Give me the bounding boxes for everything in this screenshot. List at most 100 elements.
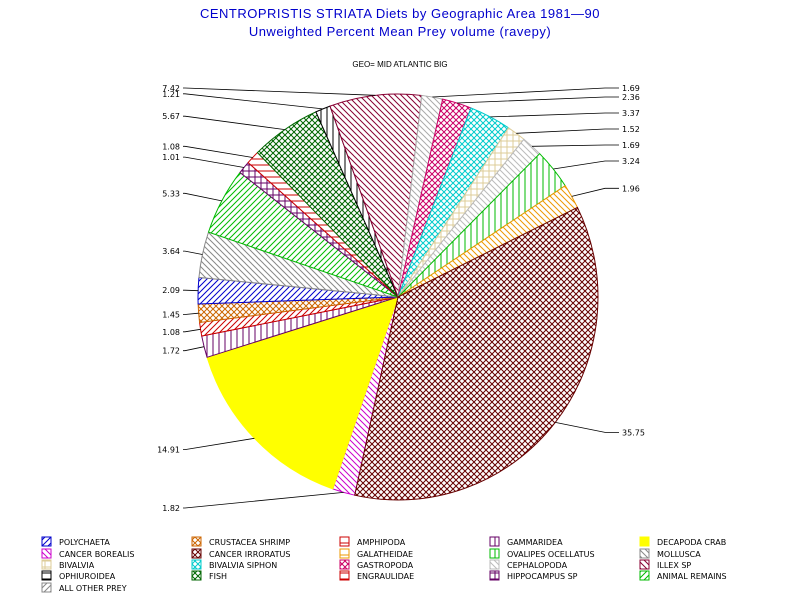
slice-label-2: 14.91	[157, 446, 180, 455]
leader-line-21	[555, 422, 619, 433]
legend-swatch	[339, 570, 350, 581]
slice-label-18: 1.69	[622, 141, 640, 150]
leader-line-1	[183, 492, 344, 509]
slice-label-8: 5.33	[162, 189, 180, 198]
legend-item-15: ILLEX SP	[639, 559, 691, 570]
slice-label-16: 3.37	[622, 109, 640, 118]
legend-swatch	[191, 548, 202, 559]
slice-label-1: 1.82	[162, 504, 180, 513]
leader-line-20	[571, 187, 619, 197]
slice-label-12: 1.21	[162, 90, 180, 99]
slice-label-7: 3.64	[162, 247, 180, 256]
legend-label: ANIMAL REMAINS	[657, 572, 727, 581]
slice-label-3: 1.72	[162, 347, 180, 356]
legend-swatch	[41, 536, 52, 547]
legend-swatch	[489, 559, 500, 570]
legend-swatch	[339, 548, 350, 559]
leader-line-13	[183, 87, 376, 96]
legend-label: FISH	[209, 572, 227, 581]
legend-swatch	[41, 548, 52, 559]
slice-label-14: 1.69	[622, 84, 640, 93]
legend-label: GALATHEIDAE	[357, 550, 413, 559]
leader-line-5	[183, 312, 199, 315]
legend-swatch	[41, 559, 52, 570]
geo-label: GEO= MID ATLANTIC BIG	[352, 60, 448, 69]
legend-label: GAMMARIDEA	[507, 538, 563, 547]
legend-item-9: OVALIPES OCELLATUS	[489, 548, 595, 559]
chart-subtitle: Unweighted Percent Mean Prey volume (rav…	[248, 24, 552, 39]
legend-label: HIPPOCAMPUS SP	[507, 572, 578, 581]
legend-label: CRUSTACEA SHRIMP	[209, 538, 290, 547]
legend-swatch	[489, 570, 500, 581]
legend-label: CEPHALOPODA	[507, 561, 568, 570]
pie-slice-21	[354, 206, 599, 501]
legend-label: BIVALVIA	[59, 561, 95, 570]
legend-swatch	[339, 559, 350, 570]
legend-item-12: BIVALVIA SIPHON	[191, 559, 277, 570]
legend-item-11: BIVALVIA	[41, 559, 95, 570]
leader-line-16	[490, 112, 619, 118]
legend-label: DECAPODA CRAB	[657, 538, 726, 547]
legend-label: OPHIUROIDEA	[59, 572, 116, 581]
legend-item-10: MOLLUSCA	[639, 548, 701, 559]
slice-label-15: 2.36	[622, 93, 640, 102]
leader-line-17	[516, 128, 619, 134]
legend-label: ALL OTHER PREY	[59, 584, 127, 593]
leader-line-2	[183, 437, 255, 451]
legend-item-8: GALATHEIDAE	[339, 548, 413, 559]
legend-swatch	[339, 536, 350, 547]
legend-item-5: DECAPODA CRAB	[639, 536, 726, 547]
legend-label: GASTROPODA	[357, 561, 414, 570]
legend-item-2: CRUSTACEA SHRIMP	[191, 536, 290, 547]
slice-label-13: 7.42	[162, 84, 180, 93]
legend-label: CANCER IRRORATUS	[209, 550, 290, 559]
leader-line-9	[183, 156, 245, 168]
slice-labels: 1.692.363.371.521.693.241.9635.757.421.2…	[157, 84, 645, 513]
leader-line-3	[183, 346, 205, 352]
legend-swatch	[489, 548, 500, 559]
legend-item-3: AMPHIPODA	[339, 536, 406, 547]
legend-swatch	[191, 559, 202, 570]
slice-label-11: 5.67	[162, 112, 180, 121]
legend-item-18: ENGRAULIDAE	[339, 570, 414, 581]
legend-label: MOLLUSCA	[657, 550, 701, 559]
legend-label: CANCER BOREALIS	[59, 550, 134, 559]
chart-title: CENTROPRISTIS STRIATA Diets by Geographi…	[199, 6, 601, 21]
legend-label: ILLEX SP	[657, 561, 691, 570]
slice-label-21: 35.75	[622, 428, 645, 437]
slice-label-19: 3.24	[622, 157, 640, 166]
legend-swatch	[41, 570, 52, 581]
slice-label-4: 1.08	[162, 328, 180, 337]
legend-swatch	[639, 548, 650, 559]
pie-slices	[197, 93, 599, 501]
legend-item-17: FISH	[191, 570, 227, 581]
leader-line-4	[183, 328, 201, 333]
legend-item-21: ALL OTHER PREY	[41, 582, 127, 593]
leader-line-6	[183, 289, 199, 292]
legend-label: POLYCHAETA	[59, 538, 110, 547]
slice-label-17: 1.52	[622, 125, 640, 134]
pie-slice-2	[206, 296, 399, 490]
slice-label-10: 1.08	[162, 142, 180, 151]
legend-label: OVALIPES OCELLATUS	[507, 550, 595, 559]
legend-item-20: ANIMAL REMAINS	[639, 570, 727, 581]
legend-item-19: HIPPOCAMPUS SP	[489, 570, 578, 581]
legend-label: BIVALVIA SIPHON	[209, 561, 277, 570]
leader-line-14	[432, 87, 619, 98]
leader-line-19	[553, 160, 619, 170]
legend-label: ENGRAULIDAE	[357, 572, 414, 581]
leader-line-18	[531, 144, 619, 147]
legend-swatch	[41, 582, 52, 593]
legend-item-14: CEPHALOPODA	[489, 559, 568, 570]
legend-swatch	[191, 570, 202, 581]
leader-line-10	[183, 145, 253, 158]
leader-line-7	[183, 250, 203, 255]
legend-swatch	[639, 570, 650, 581]
leader-line-11	[183, 115, 285, 130]
legend-swatch	[489, 536, 500, 547]
leader-line-12	[183, 93, 323, 110]
legend-swatch	[639, 536, 650, 547]
legend-item-7: CANCER IRRORATUS	[191, 548, 290, 559]
slice-label-6: 2.09	[162, 286, 180, 295]
